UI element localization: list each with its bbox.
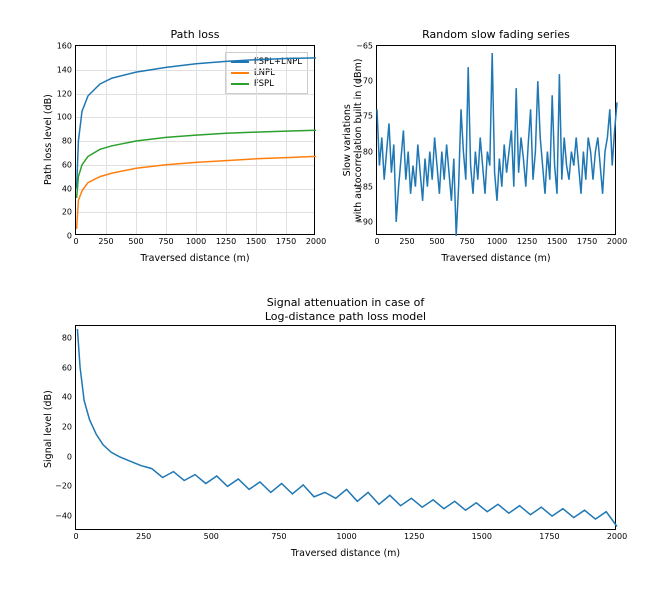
y-tick-label: −65 xyxy=(356,42,377,51)
path-loss-chart: Path loss FSPL+LNPLLNPLFSPL 020406080100… xyxy=(75,45,315,235)
y-tick-label: 60 xyxy=(62,160,76,169)
series-signal xyxy=(77,329,617,527)
chart-title: Signal attenuation in case ofLog-distanc… xyxy=(76,296,615,324)
y-tick-label: −40 xyxy=(55,512,76,521)
series-FSPL xyxy=(77,130,316,198)
y-tick-label: 20 xyxy=(62,208,76,217)
x-axis-label: Traversed distance (m) xyxy=(376,253,616,264)
figure: Path loss FSPL+LNPLLNPLFSPL 020406080100… xyxy=(0,0,654,599)
y-tick-label: 80 xyxy=(62,333,76,342)
y-tick-label: 20 xyxy=(62,423,76,432)
y-tick-label: 60 xyxy=(62,363,76,372)
attenuation-chart: Signal attenuation in case ofLog-distanc… xyxy=(75,325,616,530)
y-tick-label: −20 xyxy=(55,482,76,491)
chart-title: Random slow fading series xyxy=(377,28,615,41)
x-axis-label: Traversed distance (m) xyxy=(75,253,315,264)
y-tick-label: 100 xyxy=(57,113,76,122)
y-axis-label: Slow variationswith autocorrelation buil… xyxy=(342,58,364,222)
series-FSPL+LNPL xyxy=(77,58,316,189)
y-axis-label: Path loss level (dB) xyxy=(43,94,54,185)
y-tick-label: 140 xyxy=(57,65,76,74)
series-LNPL xyxy=(77,156,316,229)
series-fading xyxy=(377,53,617,236)
y-tick-label: 40 xyxy=(62,393,76,402)
y-tick-label: 0 xyxy=(67,452,76,461)
y-tick-label: 40 xyxy=(62,184,76,193)
y-axis-label: Signal level (dB) xyxy=(43,390,54,468)
chart-title: Path loss xyxy=(76,28,314,41)
y-tick-label: 160 xyxy=(57,42,76,51)
fading-chart: Random slow fading series −90−85−80−75−7… xyxy=(376,45,616,235)
x-axis-label: Traversed distance (m) xyxy=(75,548,616,559)
y-tick-label: 120 xyxy=(57,89,76,98)
y-tick-label: 80 xyxy=(62,137,76,146)
